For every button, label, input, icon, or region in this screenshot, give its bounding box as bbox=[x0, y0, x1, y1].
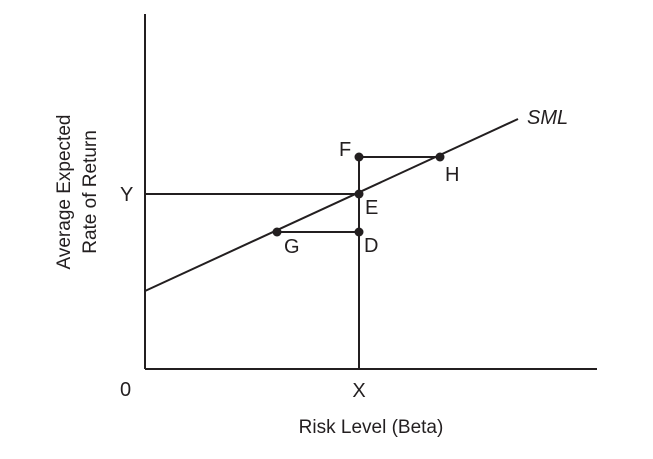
point-e-label: E bbox=[365, 197, 378, 219]
sml-line bbox=[144, 118, 519, 292]
y-axis-title-line-2: Rate of Return bbox=[80, 130, 101, 254]
point-f bbox=[354, 152, 364, 162]
point-e bbox=[354, 189, 364, 199]
y-tick-label: Y bbox=[120, 184, 133, 206]
sml-label: SML bbox=[527, 107, 568, 129]
x-axis-title: Risk Level (Beta) bbox=[299, 417, 444, 438]
point-d bbox=[354, 227, 364, 237]
point-d-label: D bbox=[364, 235, 378, 257]
y-axis-title-line-1: Average Expected bbox=[54, 115, 75, 270]
point-g bbox=[272, 227, 282, 237]
y-axis-title: Average Expected Rate of Return bbox=[54, 115, 101, 270]
point-h bbox=[435, 152, 445, 162]
point-g-label: G bbox=[284, 236, 300, 258]
origin-label: 0 bbox=[120, 379, 131, 401]
x-tick-label: X bbox=[352, 380, 365, 402]
point-f-label: F bbox=[339, 139, 351, 161]
point-h-label: H bbox=[445, 164, 459, 186]
